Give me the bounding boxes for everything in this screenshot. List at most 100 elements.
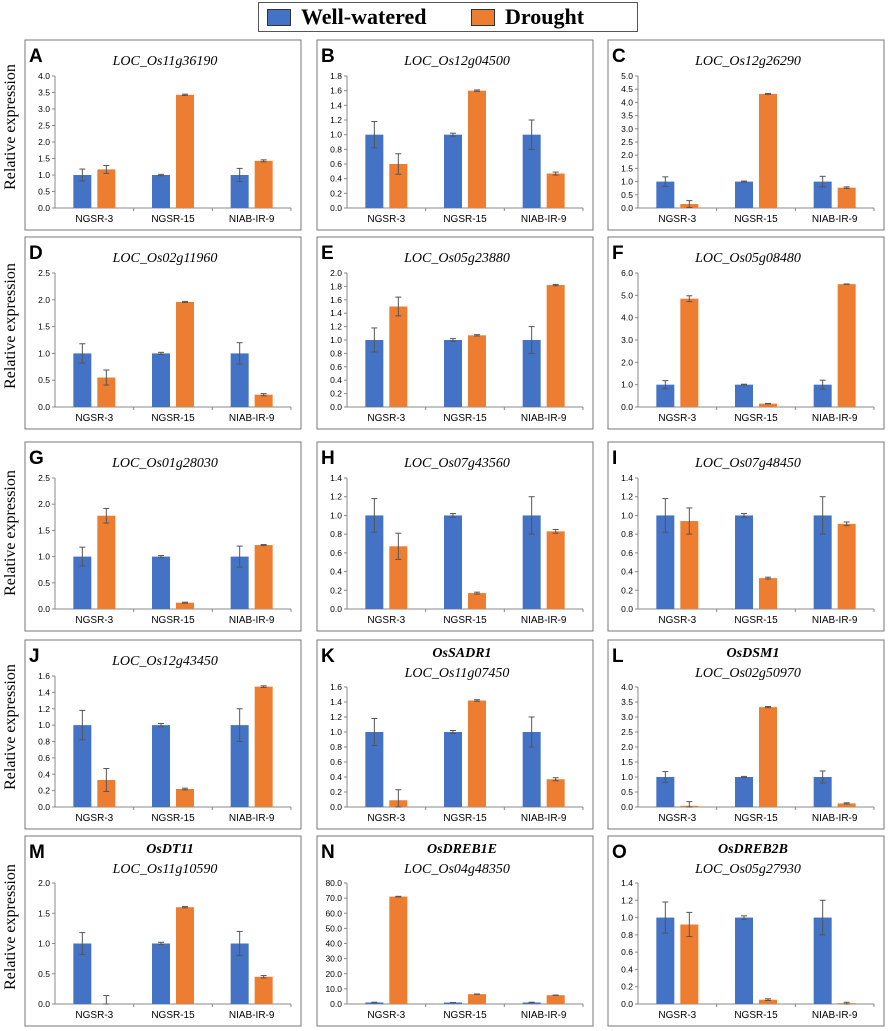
y-tick-label: 1.0: [330, 510, 342, 520]
y-tick-label: 1.4: [621, 473, 633, 483]
y-axis-title-row-1: Relative expression: [2, 64, 19, 190]
bar-drought: [680, 298, 699, 407]
bar-well-watered: [444, 1002, 462, 1004]
y-tick-label: 40.0: [325, 939, 342, 949]
y-tick-label: 1.0: [330, 335, 342, 345]
panel-title: LOC_Os05g27930: [694, 862, 801, 877]
y-tick-label: 1.6: [330, 682, 342, 692]
y-tick-label: 1.4: [621, 878, 633, 888]
y-tick-label: 20.0: [325, 969, 342, 979]
bar-drought: [254, 976, 273, 1004]
bar-drought: [546, 285, 565, 407]
y-tick-label: 0.0: [621, 604, 633, 614]
bar-well-watered: [73, 175, 92, 208]
panel-letter: O: [612, 842, 627, 863]
y-tick-label: 3.5: [38, 88, 50, 98]
bar-well-watered: [813, 777, 832, 807]
y-tick-label: 0.2: [621, 585, 633, 595]
bar-drought: [546, 173, 565, 208]
x-tick-label: NGSR-15: [443, 413, 487, 424]
y-tick-label: 1.0: [38, 720, 50, 730]
panel-j: J LOC_Os12g43450 0.0 0.2 0.4 0.6 0.8 1.0 1.2 1.4 1…: [24, 639, 302, 830]
bar-drought: [468, 994, 486, 1004]
bar-well-watered: [73, 725, 92, 807]
bar-drought: [389, 546, 408, 609]
x-tick-label: NGSR-15: [151, 813, 195, 824]
bar-well-watered: [444, 134, 462, 208]
y-tick-label: 0.5: [621, 787, 633, 797]
y-tick-label: 70.0: [325, 893, 342, 903]
panel-letter: I: [612, 448, 617, 469]
y-tick-label: 0.0: [38, 802, 50, 812]
y-tick-label: 0.4: [38, 769, 50, 779]
panel-title: LOC_Os11g36190: [112, 54, 218, 69]
y-tick-label: 1.2: [621, 895, 633, 905]
y-tick-label: 4.0: [38, 71, 50, 81]
y-tick-label: 80.0: [325, 878, 342, 888]
y-tick-label: 1.2: [330, 115, 342, 125]
bar-well-watered: [365, 340, 384, 407]
bar-drought: [389, 306, 408, 407]
y-tick-label: 2.5: [38, 121, 50, 131]
bar-drought: [837, 803, 856, 807]
bar-drought: [97, 515, 116, 609]
y-tick-label: 50.0: [325, 923, 342, 933]
bar-drought: [468, 593, 486, 609]
bar-drought: [254, 545, 273, 609]
x-tick-label: NGSR-3: [75, 214, 113, 225]
y-tick-label: 0.6: [330, 362, 342, 372]
x-tick-label: NGSR-15: [734, 413, 778, 424]
y-tick-label: 1.4: [330, 697, 342, 707]
bar-drought: [97, 169, 116, 208]
y-tick-label: 4.0: [621, 97, 633, 107]
bar-well-watered: [735, 515, 753, 609]
y-tick-label: 0.5: [38, 375, 50, 385]
x-tick-label: NGSR-3: [658, 813, 696, 824]
y-tick-label: 0.8: [621, 529, 633, 539]
x-tick-label: NGSR-15: [734, 615, 778, 626]
y-tick-label: 1.4: [330, 100, 342, 110]
y-tick-label: 1.0: [38, 939, 50, 949]
y-tick-label: 0.0: [621, 402, 633, 412]
y-axis-title-row-5: Relative expression: [2, 864, 19, 990]
bar-drought: [837, 284, 856, 407]
y-tick-label: 6.0: [621, 268, 633, 278]
panel-letter: H: [321, 448, 335, 469]
y-tick-label: 0.0: [621, 999, 633, 1009]
bar-well-watered: [230, 353, 249, 407]
panel-title: LOC_Os12g43450: [111, 654, 218, 669]
bar-well-watered: [444, 515, 462, 609]
y-tick-label: 0.2: [38, 786, 50, 796]
panel-a: A LOC_Os11g36190 0.0 0.5 1.0 1.5 2.0 2.5 3.0 3.5 4…: [24, 39, 302, 231]
x-tick-label: NGSR-15: [443, 813, 487, 824]
x-tick-label: NGSR-15: [151, 1010, 195, 1021]
panel-title: LOC_Os12g26290: [694, 54, 801, 69]
x-tick-label: NGSR-3: [75, 615, 113, 626]
y-tick-label: 0.8: [330, 348, 342, 358]
y-tick-label: 2.0: [38, 137, 50, 147]
y-tick-label: 0.0: [621, 203, 633, 213]
y-tick-label: 1.0: [38, 552, 50, 562]
y-tick-label: 4.0: [621, 682, 633, 692]
y-tick-label: 0.0: [330, 203, 342, 213]
panel-gene-name: OsDT11: [146, 842, 193, 857]
y-tick-label: 0.8: [38, 737, 50, 747]
bar-well-watered: [152, 175, 170, 208]
x-tick-label: NGSR-15: [151, 615, 195, 626]
y-tick-label: 1.0: [330, 727, 342, 737]
bar-well-watered: [365, 134, 384, 208]
y-tick-label: 1.6: [38, 671, 50, 681]
y-tick-label: 1.8: [330, 71, 342, 81]
panel-letter: C: [612, 46, 626, 67]
bar-well-watered: [735, 777, 753, 807]
bar-well-watered: [656, 181, 675, 208]
bar-well-watered: [813, 515, 832, 609]
y-tick-label: 1.2: [330, 322, 342, 332]
panel-gene-name: OsDREB1E: [427, 842, 497, 857]
y-tick-label: 1.5: [621, 163, 633, 173]
bar-well-watered: [365, 732, 384, 807]
y-tick-label: 5.0: [621, 71, 633, 81]
y-tick-label: 0.4: [621, 567, 633, 577]
y-tick-label: 0.6: [330, 757, 342, 767]
x-tick-label: NIAB-IR-9: [229, 413, 275, 424]
